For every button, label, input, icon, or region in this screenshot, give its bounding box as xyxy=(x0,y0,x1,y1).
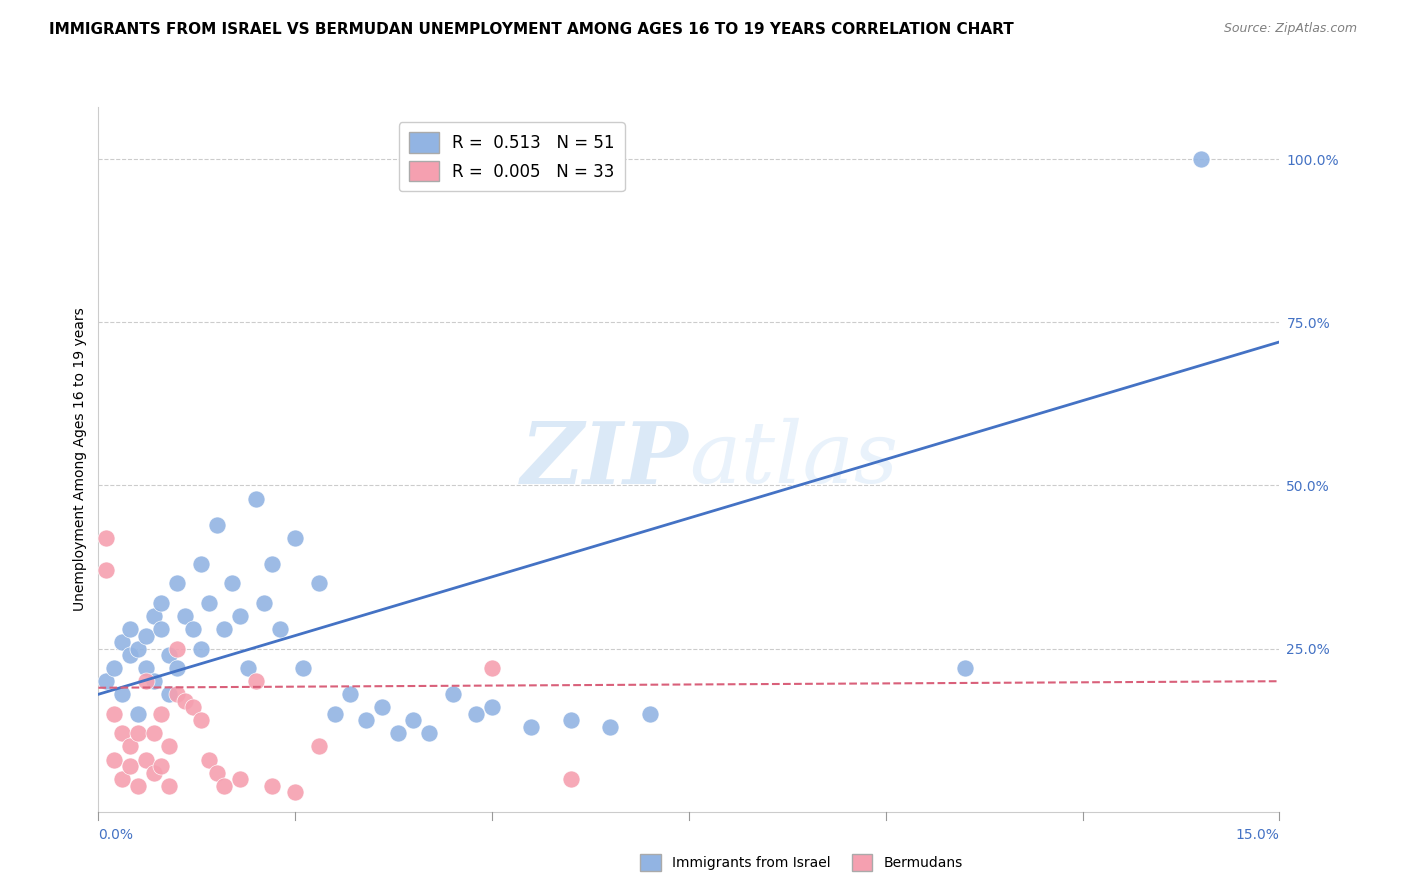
Point xyxy=(118,648,141,662)
Point xyxy=(284,531,307,545)
Point xyxy=(599,720,621,734)
Point xyxy=(560,714,582,728)
Point xyxy=(96,563,118,577)
Point xyxy=(150,706,173,721)
Point xyxy=(205,517,228,532)
Text: 15.0%: 15.0% xyxy=(1236,828,1279,842)
Text: 0.0%: 0.0% xyxy=(98,828,134,842)
Legend: R =  0.513   N = 51, R =  0.005   N = 33: R = 0.513 N = 51, R = 0.005 N = 33 xyxy=(399,122,624,192)
Point xyxy=(260,779,283,793)
Point xyxy=(323,706,346,721)
Point xyxy=(269,622,291,636)
Point xyxy=(197,752,219,766)
Point xyxy=(190,641,212,656)
Point xyxy=(127,641,149,656)
Point xyxy=(481,661,503,675)
Point xyxy=(638,706,661,721)
Point xyxy=(166,641,188,656)
Point xyxy=(150,759,173,773)
Point xyxy=(96,674,118,689)
Text: ZIP: ZIP xyxy=(522,417,689,501)
Text: atlas: atlas xyxy=(689,418,898,500)
Point xyxy=(157,648,180,662)
Point xyxy=(135,674,157,689)
Point xyxy=(190,714,212,728)
Point xyxy=(150,622,173,636)
Point xyxy=(111,726,134,740)
Point xyxy=(308,739,330,754)
Point xyxy=(111,772,134,786)
Point xyxy=(260,557,283,571)
Point xyxy=(142,765,165,780)
Point xyxy=(135,752,157,766)
Point xyxy=(142,609,165,624)
Point xyxy=(135,629,157,643)
Point xyxy=(371,700,394,714)
Point xyxy=(560,772,582,786)
Point xyxy=(103,706,125,721)
Point xyxy=(127,726,149,740)
Point xyxy=(142,726,165,740)
Point xyxy=(253,596,276,610)
Point xyxy=(127,706,149,721)
Point xyxy=(111,635,134,649)
Point xyxy=(197,596,219,610)
Point xyxy=(157,687,180,701)
Point xyxy=(418,726,440,740)
Point xyxy=(229,609,252,624)
Point xyxy=(103,752,125,766)
Point xyxy=(339,687,361,701)
Point xyxy=(354,714,377,728)
Point xyxy=(387,726,409,740)
Point xyxy=(308,576,330,591)
Point xyxy=(284,785,307,799)
Text: IMMIGRANTS FROM ISRAEL VS BERMUDAN UNEMPLOYMENT AMONG AGES 16 TO 19 YEARS CORREL: IMMIGRANTS FROM ISRAEL VS BERMUDAN UNEMP… xyxy=(49,22,1014,37)
Point xyxy=(190,557,212,571)
Point xyxy=(402,714,425,728)
Point xyxy=(181,622,204,636)
Point xyxy=(118,622,141,636)
Point xyxy=(481,700,503,714)
Point xyxy=(221,576,243,591)
Text: Source: ZipAtlas.com: Source: ZipAtlas.com xyxy=(1223,22,1357,36)
Point xyxy=(103,661,125,675)
Point xyxy=(181,700,204,714)
Point xyxy=(214,779,236,793)
Point xyxy=(166,661,188,675)
Point xyxy=(174,694,197,708)
Point xyxy=(135,661,157,675)
Point xyxy=(214,622,236,636)
Legend: Immigrants from Israel, Bermudans: Immigrants from Israel, Bermudans xyxy=(634,848,969,876)
Point xyxy=(465,706,488,721)
Point xyxy=(236,661,259,675)
Point xyxy=(953,661,976,675)
Y-axis label: Unemployment Among Ages 16 to 19 years: Unemployment Among Ages 16 to 19 years xyxy=(73,308,87,611)
Point xyxy=(111,687,134,701)
Point xyxy=(205,765,228,780)
Point xyxy=(150,596,173,610)
Point xyxy=(166,687,188,701)
Point xyxy=(127,779,149,793)
Point xyxy=(292,661,315,675)
Point xyxy=(245,491,267,506)
Point xyxy=(96,531,118,545)
Point xyxy=(441,687,464,701)
Point xyxy=(118,759,141,773)
Point xyxy=(245,674,267,689)
Point xyxy=(118,739,141,754)
Point xyxy=(157,739,180,754)
Point xyxy=(520,720,543,734)
Point xyxy=(142,674,165,689)
Point xyxy=(1189,153,1212,167)
Point xyxy=(174,609,197,624)
Point xyxy=(229,772,252,786)
Point xyxy=(166,576,188,591)
Point xyxy=(157,779,180,793)
